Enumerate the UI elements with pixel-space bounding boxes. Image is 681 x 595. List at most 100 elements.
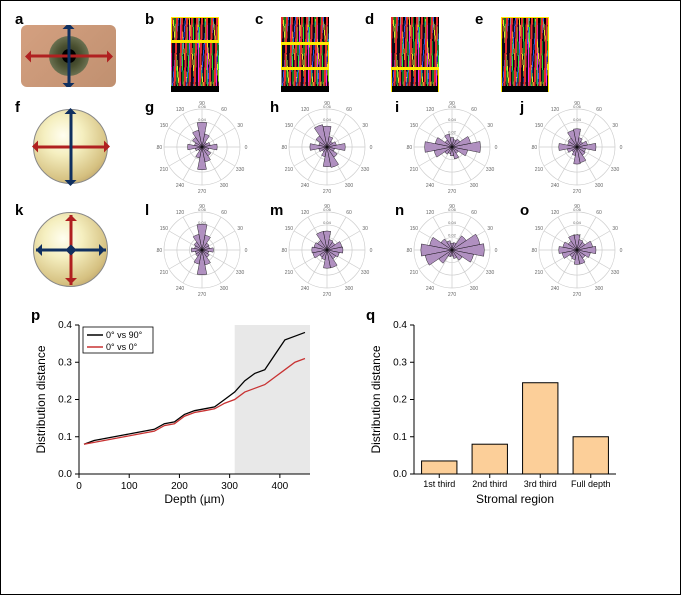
svg-text:300: 300 <box>345 286 354 292</box>
svg-text:330: 330 <box>486 167 495 173</box>
panel-j: j 03060901201501802102402703003300.020.0… <box>526 101 621 193</box>
polar-plot-n: 03060901201501802102402703003300.020.040… <box>406 204 498 296</box>
label-h: h <box>270 99 279 116</box>
svg-text:150: 150 <box>535 123 544 129</box>
label-k: k <box>15 202 23 219</box>
arrow-vertical-blue <box>69 112 72 182</box>
svg-text:60: 60 <box>596 107 602 113</box>
svg-text:270: 270 <box>573 189 582 193</box>
polar-plot-g: 03060901201501802102402703003300.020.040… <box>156 101 248 193</box>
svg-text:210: 210 <box>410 270 419 276</box>
svg-text:300: 300 <box>220 183 229 189</box>
svg-text:0.06: 0.06 <box>198 104 207 109</box>
svg-text:330: 330 <box>611 270 620 276</box>
arrowhead-icon <box>65 278 77 290</box>
svg-text:210: 210 <box>285 270 294 276</box>
svg-text:150: 150 <box>285 123 294 129</box>
label-b: b <box>145 11 154 28</box>
svg-text:0.06: 0.06 <box>573 207 582 212</box>
label-a: a <box>15 11 23 28</box>
svg-text:270: 270 <box>573 292 582 296</box>
svg-text:Distribution distance: Distribution distance <box>369 345 383 453</box>
arrowhead-icon <box>99 244 111 256</box>
cornea-disc-f <box>33 109 108 184</box>
svg-text:270: 270 <box>323 189 332 193</box>
arrowhead-icon <box>30 244 42 256</box>
svg-text:30: 30 <box>487 226 493 232</box>
panel-a: a <box>21 13 121 87</box>
svg-text:150: 150 <box>160 226 169 232</box>
svg-text:0.1: 0.1 <box>58 432 72 443</box>
svg-text:330: 330 <box>486 270 495 276</box>
svg-text:60: 60 <box>471 210 477 216</box>
svg-text:0.06: 0.06 <box>198 207 207 212</box>
svg-text:0: 0 <box>245 248 248 254</box>
svg-text:150: 150 <box>410 123 419 129</box>
svg-text:120: 120 <box>426 107 435 113</box>
svg-text:240: 240 <box>426 183 435 189</box>
panel-c: c <box>261 13 341 92</box>
svg-text:210: 210 <box>535 167 544 173</box>
svg-text:120: 120 <box>551 210 560 216</box>
svg-text:180: 180 <box>406 145 412 151</box>
panel-i: i 03060901201501802102402703003300.020.0… <box>401 101 496 193</box>
svg-text:30: 30 <box>612 123 618 129</box>
black-band <box>281 86 329 92</box>
cornea-disc-k <box>33 212 108 287</box>
svg-text:0.0: 0.0 <box>58 469 72 480</box>
panel-n: n 03060901201501802102402703003300.020.0… <box>401 204 496 296</box>
svg-text:300: 300 <box>595 286 604 292</box>
svg-text:330: 330 <box>236 270 245 276</box>
svg-text:120: 120 <box>176 210 185 216</box>
svg-text:0.02: 0.02 <box>448 232 457 237</box>
svg-text:120: 120 <box>301 210 310 216</box>
svg-text:100: 100 <box>121 481 138 492</box>
svg-text:210: 210 <box>160 167 169 173</box>
line-chart: 0.00.10.20.30.40100200300400Distribution… <box>31 311 316 511</box>
svg-text:0.0: 0.0 <box>393 469 407 480</box>
svg-text:30: 30 <box>237 226 243 232</box>
svg-text:180: 180 <box>531 248 537 254</box>
svg-text:240: 240 <box>301 183 310 189</box>
svg-text:180: 180 <box>156 248 162 254</box>
svg-text:0.04: 0.04 <box>448 220 457 225</box>
svg-text:30: 30 <box>612 226 618 232</box>
svg-text:300: 300 <box>345 183 354 189</box>
svg-text:0: 0 <box>495 145 498 151</box>
svg-text:270: 270 <box>448 189 457 193</box>
arrow-horizontal-blue <box>36 248 106 251</box>
svg-text:150: 150 <box>410 226 419 232</box>
label-o: o <box>520 202 529 219</box>
panel-h: h 03060901201501802102402703003300.020.0… <box>276 101 371 193</box>
svg-text:150: 150 <box>160 123 169 129</box>
svg-text:3rd third: 3rd third <box>524 479 557 489</box>
svg-text:210: 210 <box>285 167 294 173</box>
row-4: p 0.00.10.20.30.40100200300400Distributi… <box>21 311 660 506</box>
svg-text:300: 300 <box>220 286 229 292</box>
svg-text:0.06: 0.06 <box>573 104 582 109</box>
svg-text:0: 0 <box>620 145 623 151</box>
svg-text:120: 120 <box>176 107 185 113</box>
highlight-box-e <box>501 17 549 92</box>
svg-text:60: 60 <box>346 210 352 216</box>
panel-l: l 03060901201501802102402703003300.020.0… <box>151 204 246 296</box>
svg-text:0.06: 0.06 <box>448 207 457 212</box>
svg-text:Stromal region: Stromal region <box>476 492 554 506</box>
svg-text:2nd third: 2nd third <box>472 479 507 489</box>
panel-g: g 03060901201501802102402703003300.020.0… <box>151 101 246 193</box>
svg-text:60: 60 <box>471 107 477 113</box>
svg-text:270: 270 <box>198 292 207 296</box>
svg-text:30: 30 <box>487 123 493 129</box>
svg-text:0.04: 0.04 <box>323 220 332 225</box>
polar-plot-i: 03060901201501802102402703003300.020.040… <box>406 101 498 193</box>
svg-text:Distribution distance: Distribution distance <box>34 345 48 453</box>
svg-text:300: 300 <box>595 183 604 189</box>
panel-e: e <box>481 13 561 92</box>
svg-text:240: 240 <box>301 286 310 292</box>
svg-text:0° vs 90°: 0° vs 90° <box>106 330 143 340</box>
svg-text:180: 180 <box>406 248 412 254</box>
svg-text:300: 300 <box>470 183 479 189</box>
svg-text:0.06: 0.06 <box>323 207 332 212</box>
svg-text:60: 60 <box>221 210 227 216</box>
svg-text:0.04: 0.04 <box>573 220 582 225</box>
